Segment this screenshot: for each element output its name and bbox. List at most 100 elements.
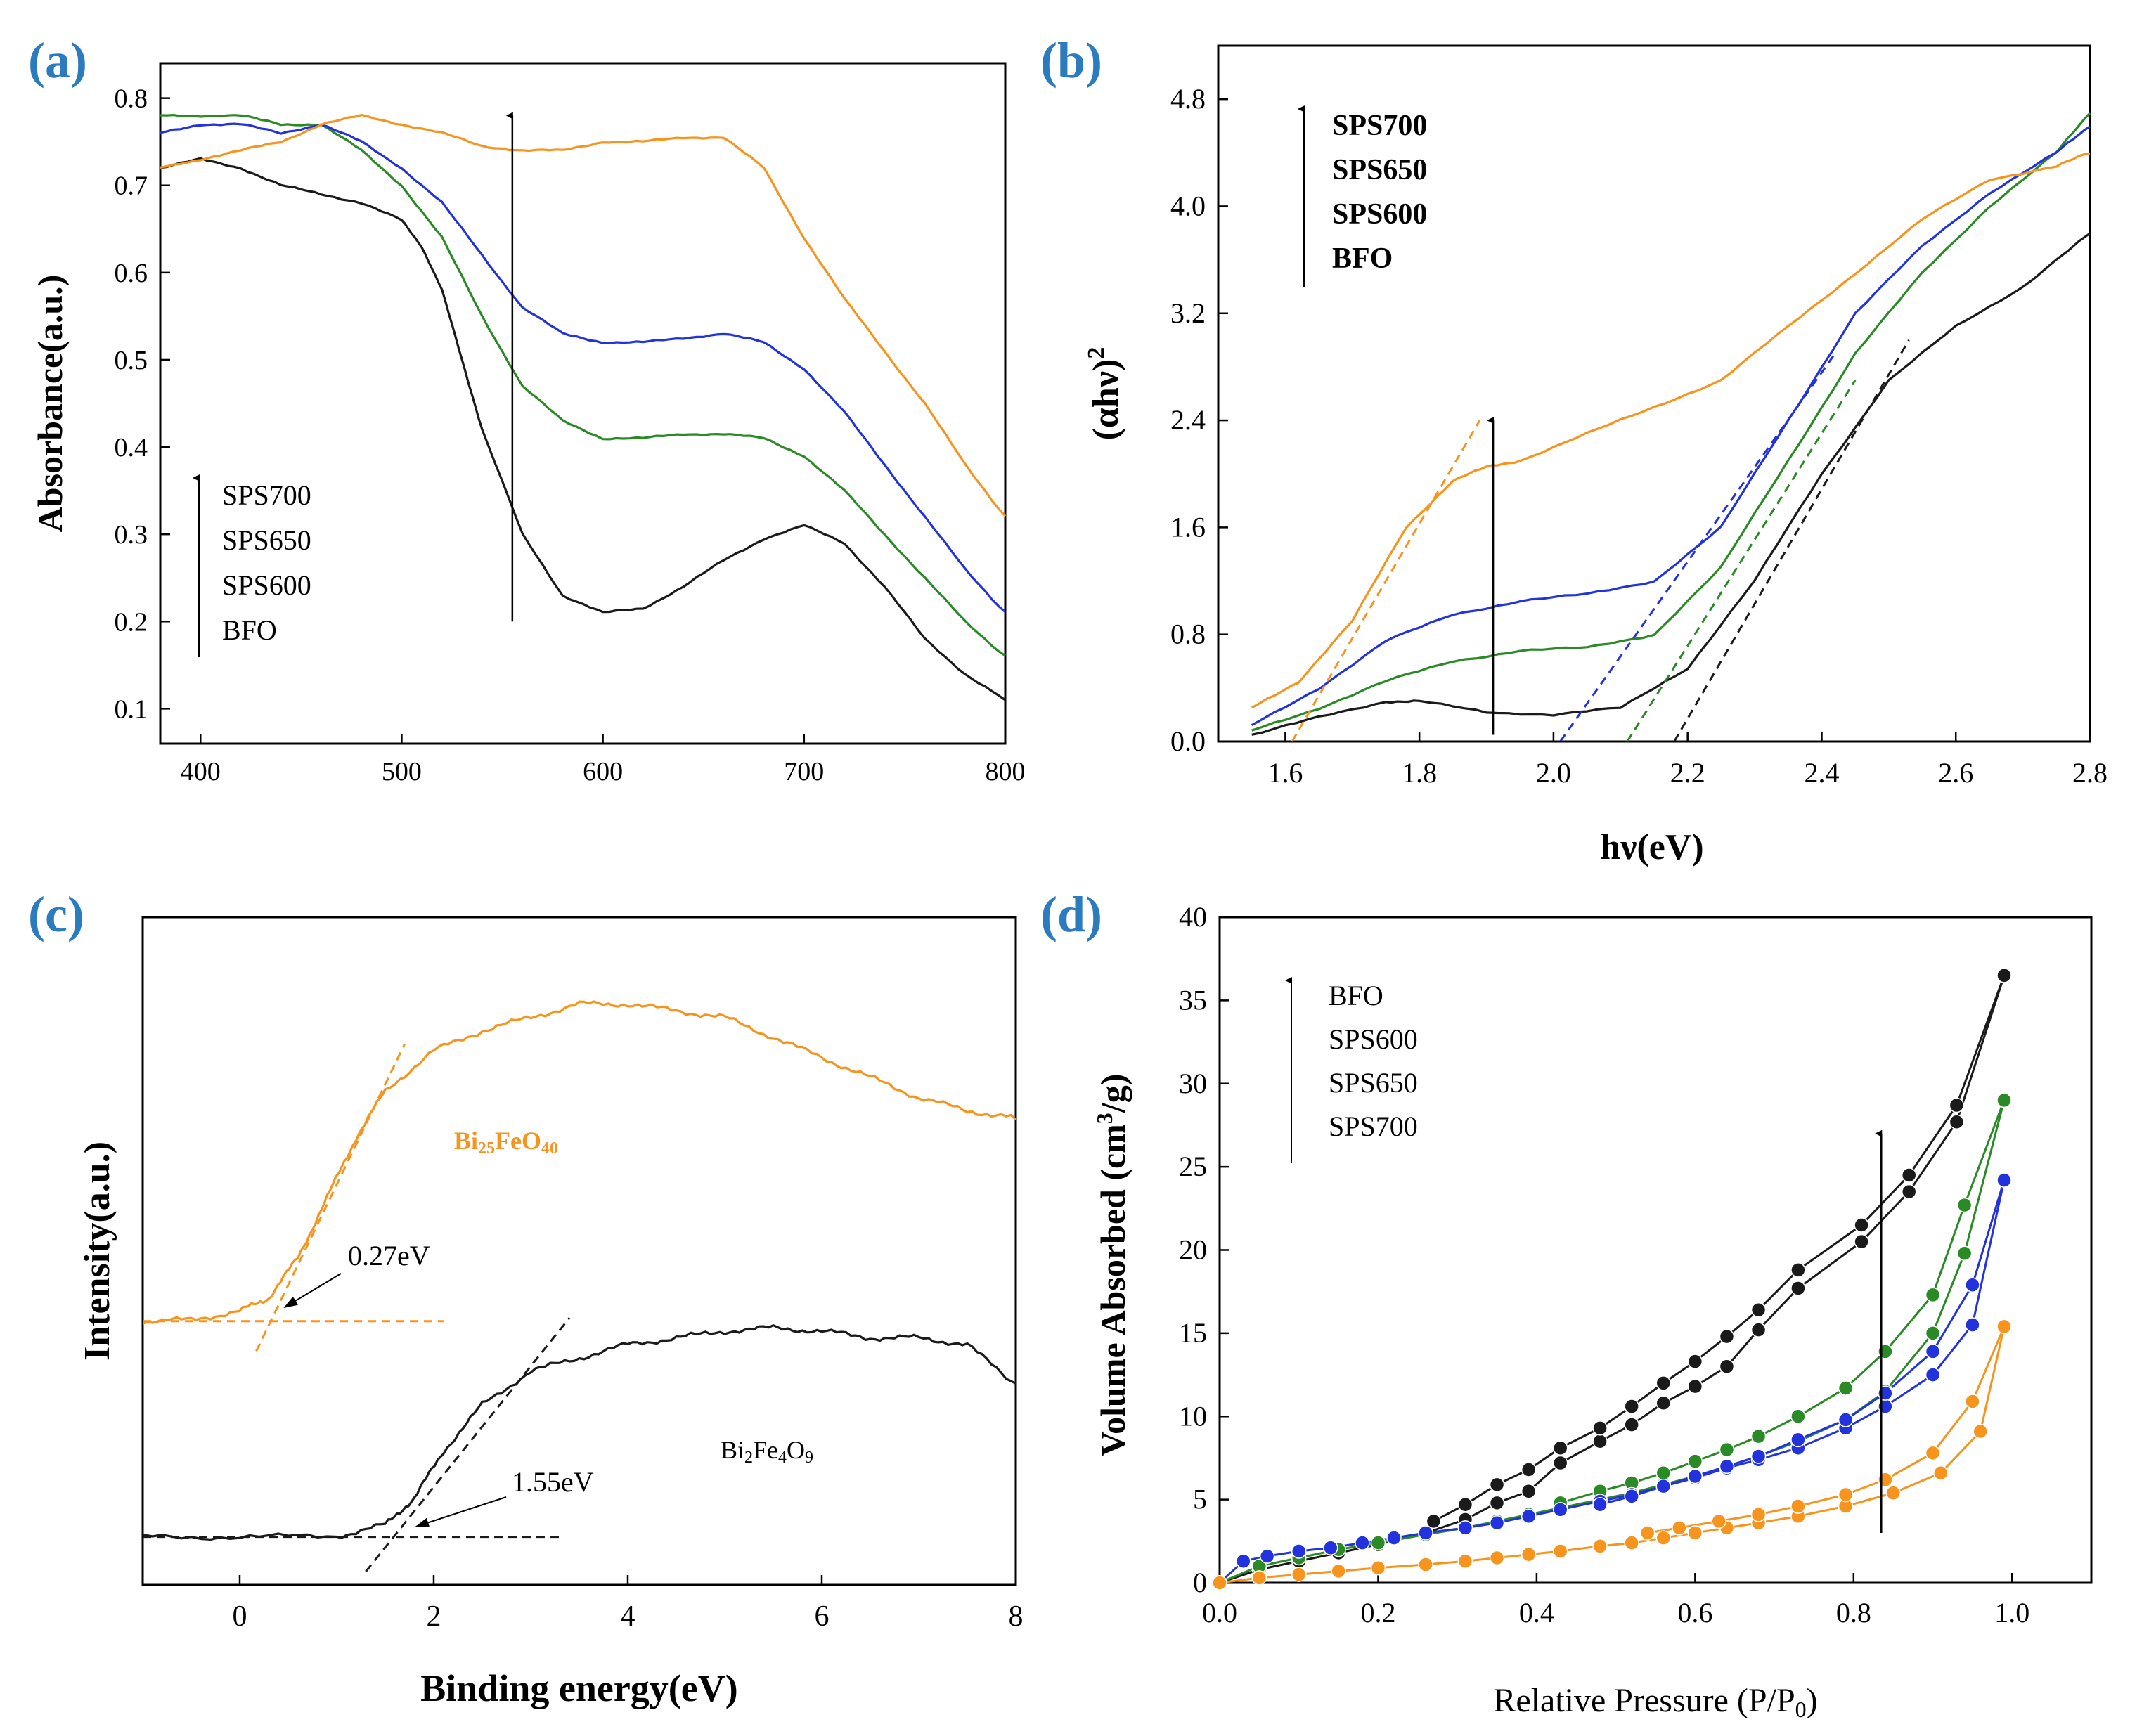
x-tick-label: 2.4 — [1804, 757, 1839, 789]
tangent-line — [365, 1317, 571, 1572]
panel-d-letter: (d) — [1040, 886, 1102, 943]
x-tick-label: 0 — [233, 1600, 247, 1633]
data-point-sps600 — [1655, 1465, 1672, 1481]
y-tick-label: 10 — [1179, 1400, 1207, 1432]
data-point-sps650 — [1925, 1367, 1941, 1382]
panel-c-xlabel: Binding energy(eV) — [420, 1667, 738, 1709]
panel-b-legend-item-1: SPS700 — [1332, 110, 1427, 142]
label-bot-sub1: 2 — [744, 1449, 753, 1467]
panel-d-markers — [1212, 968, 2012, 1591]
isotherm-desorption-sps600 — [1560, 1099, 2006, 1504]
y-tick-label: 1.6 — [1170, 511, 1206, 543]
x-tick-label: 1.0 — [1994, 1597, 2029, 1628]
y-tick-label: 0.6 — [115, 259, 148, 288]
panel-c-label-bi2fe4o9: Bi2Fe4O9 — [721, 1436, 813, 1467]
data-point-bfo — [1552, 1455, 1568, 1471]
panel-c: (c) 0 2 4 6 8 Intensity(a.u.) Binding energy… — [28, 886, 1024, 1709]
data-point-sps700 — [1878, 1472, 1893, 1487]
data-point-sps700 — [1996, 1319, 2012, 1335]
y-tick-label: 0 — [1193, 1567, 1207, 1598]
panel-c-annotation-155: 1.55eV — [512, 1466, 594, 1498]
panel-c-ylabel: Intensity(a.u.) — [77, 1141, 117, 1361]
data-point-sps600 — [1750, 1428, 1767, 1444]
data-point-sps600 — [1838, 1380, 1854, 1396]
label-top-sub1: 25 — [478, 1139, 495, 1158]
panel-d-xticks: 0.0 0.2 0.4 0.6 0.8 1.0 — [1202, 1573, 2029, 1628]
panel-b-letter: (b) — [1040, 32, 1102, 89]
x-tick-label: 800 — [986, 757, 1026, 786]
data-point-sps650 — [1719, 1458, 1735, 1475]
label-bot-o: O — [787, 1436, 805, 1464]
y-tick-label: 0.8 — [115, 84, 148, 114]
data-point-sps600 — [1790, 1408, 1806, 1424]
data-point-bfo — [1719, 1328, 1735, 1345]
panel-b-tangents — [1291, 339, 1910, 742]
data-point-sps700 — [1687, 1525, 1703, 1541]
isotherm-adsorption-sps650 — [1218, 1179, 2006, 1584]
x-tick-label: 600 — [583, 757, 623, 786]
y-tick-label: 25 — [1179, 1151, 1207, 1182]
panel-a-letter: (a) — [28, 32, 87, 89]
label-top-sub2: 40 — [541, 1139, 558, 1158]
data-point-bfo — [1854, 1217, 1869, 1233]
data-point-sps700 — [1711, 1513, 1726, 1529]
panel-d-legend-item-1: BFO — [1329, 980, 1383, 1011]
panel-a-legend-item-3: SPS600 — [222, 569, 311, 601]
x-tick-label: 2 — [427, 1600, 441, 1633]
data-point-sps650 — [1790, 1432, 1806, 1448]
data-point-sps700 — [1212, 1575, 1227, 1591]
series-line-bi2fe4o9 — [142, 1324, 1016, 1541]
panel-b-legend-item-2: SPS650 — [1332, 154, 1427, 186]
panel-d-ylabel-post: /g) — [1093, 1074, 1132, 1114]
data-point-bfo — [1750, 1322, 1767, 1337]
data-point-sps700 — [1885, 1485, 1901, 1501]
panel-b-xticks: 1.6 1.8 2.0 2.2 2.4 2.6 2.8 — [1267, 732, 2108, 789]
data-point-bfo — [1521, 1462, 1537, 1477]
label-top-feo: FeO — [495, 1127, 541, 1155]
data-point-sps600 — [1370, 1535, 1386, 1550]
y-tick-label: 0.4 — [115, 433, 148, 462]
tangent-line — [1673, 339, 1910, 742]
y-tick-label: 20 — [1179, 1234, 1207, 1266]
isotherm-desorption-sps650 — [1599, 1179, 2006, 1506]
panel-c-lines — [142, 1000, 1017, 1541]
tangent-line — [1626, 380, 1857, 742]
isotherm-desorption-sps700 — [1647, 1326, 2006, 1534]
data-point-bfo — [1750, 1302, 1767, 1318]
series-line-sps700 — [1251, 153, 2091, 709]
data-point-bfo — [1624, 1417, 1639, 1432]
tangent-line — [1291, 420, 1481, 742]
x-tick-label: 500 — [382, 757, 422, 786]
panel-c-annotation-155-arrow — [415, 1496, 507, 1528]
data-point-sps650 — [1655, 1478, 1672, 1494]
data-point-sps650 — [1457, 1520, 1473, 1536]
data-point-sps600 — [1956, 1245, 1973, 1261]
data-point-sps650 — [1838, 1412, 1854, 1427]
data-point-sps700 — [1672, 1520, 1687, 1536]
panel-d-xlabel-sub: 0 — [1795, 1697, 1807, 1722]
panel-c-xticks: 0 2 4 6 8 — [233, 1575, 1024, 1633]
data-point-sps700 — [1838, 1486, 1854, 1503]
data-point-sps650 — [1418, 1525, 1433, 1541]
panel-c-frame — [141, 916, 1017, 1586]
data-point-sps600 — [1687, 1453, 1703, 1469]
panel-d-xlabel-pre: Relative Pressure (P/P — [1493, 1682, 1795, 1719]
data-point-sps650 — [1592, 1496, 1608, 1512]
panel-a-lines — [160, 114, 1007, 701]
panel-b-xlabel: hν(eV) — [1600, 827, 1703, 867]
panel-d-legend-item-2: SPS600 — [1329, 1023, 1418, 1055]
y-tick-label: 0.8 — [1170, 618, 1206, 650]
y-tick-label: 0.0 — [1170, 725, 1206, 757]
data-point-bfo — [1790, 1262, 1806, 1278]
data-point-bfo — [1687, 1354, 1703, 1369]
data-point-bfo — [1719, 1359, 1735, 1374]
series-line-sps600 — [160, 114, 1006, 657]
series-line-sps650 — [1251, 125, 2091, 727]
panel-a-yticks: 0.1 0.2 0.3 0.4 0.5 0.6 0.7 0.8 — [115, 84, 170, 724]
panel-d-xlabel-post: ) — [1807, 1682, 1818, 1719]
data-point-sps700 — [1655, 1530, 1672, 1546]
panel-c-guides — [143, 1043, 571, 1572]
isotherm-adsorption-sps700 — [1219, 1326, 2006, 1584]
y-tick-label: 4.0 — [1170, 190, 1206, 221]
data-point-bfo — [1592, 1434, 1608, 1449]
